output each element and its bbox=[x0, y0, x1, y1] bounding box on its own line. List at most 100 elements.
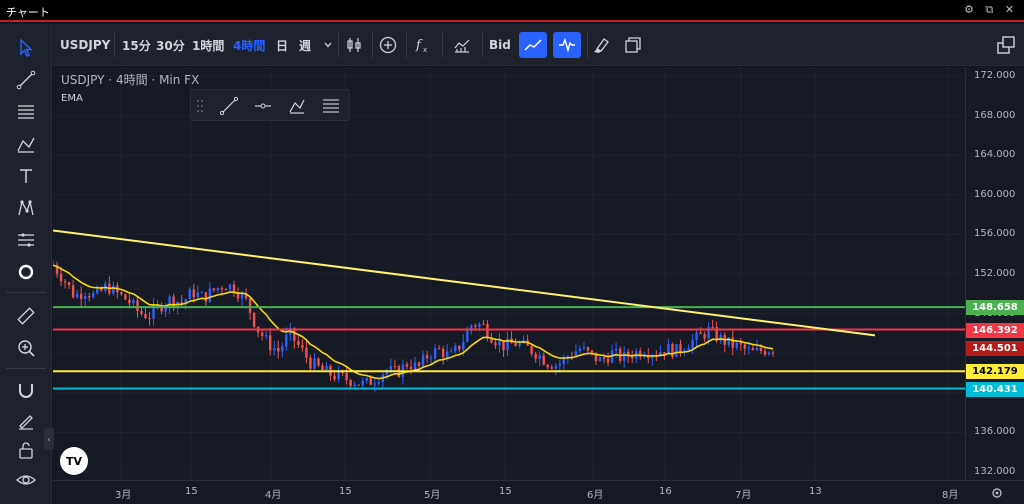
interval-15m-button[interactable]: 15分 bbox=[122, 38, 151, 53]
candle-body bbox=[79, 293, 83, 299]
price-tick-label: 136.000 bbox=[974, 426, 1016, 438]
candle-body bbox=[63, 281, 67, 283]
collapse-toolbar-chevron-icon[interactable]: ‹ bbox=[44, 428, 54, 450]
candle-body bbox=[691, 339, 694, 349]
ruler-icon[interactable] bbox=[10, 302, 42, 330]
time-tick-label: 5月 bbox=[424, 490, 441, 501]
interval-week-button[interactable]: 週 bbox=[299, 38, 312, 53]
candle-body bbox=[232, 284, 236, 294]
price-tick-label: 164.000 bbox=[974, 149, 1016, 161]
candle-body bbox=[373, 383, 376, 385]
candlestick-type-icon[interactable] bbox=[340, 32, 368, 58]
legend-symbol: USDJPY bbox=[61, 73, 105, 87]
interval-30m-button[interactable]: 30分 bbox=[156, 38, 185, 53]
eye-icon[interactable] bbox=[10, 466, 42, 494]
toolbar-divider bbox=[6, 368, 46, 369]
price-axis[interactable]: 172.000 168.000 164.000 160.000 156.000 152.0… bbox=[965, 67, 1024, 480]
candle-body bbox=[67, 282, 71, 286]
candle-body bbox=[502, 340, 505, 351]
candle-body bbox=[144, 313, 147, 319]
tradingview-logo[interactable]: TV bbox=[60, 447, 88, 475]
time-tick-label: 15 bbox=[185, 486, 198, 497]
horizontal-line-icon[interactable] bbox=[251, 94, 275, 118]
candle-body bbox=[486, 323, 489, 338]
axis-settings-gear-icon[interactable] bbox=[990, 485, 1004, 504]
eraser-brush-icon[interactable] bbox=[587, 32, 615, 58]
brush-icon[interactable] bbox=[10, 130, 42, 158]
pattern-icon[interactable] bbox=[10, 194, 42, 222]
shape-circle-icon[interactable] bbox=[10, 258, 42, 286]
candle-body bbox=[514, 343, 517, 347]
fib-retracement-icon[interactable] bbox=[10, 98, 42, 126]
fib-retracement-icon[interactable] bbox=[319, 94, 343, 118]
prediction-icon[interactable] bbox=[10, 226, 42, 254]
lock-icon[interactable] bbox=[10, 436, 42, 464]
candle-body bbox=[671, 343, 674, 357]
bid-price-button[interactable]: Bid bbox=[489, 38, 511, 52]
brush-icon[interactable] bbox=[285, 94, 309, 118]
candle-body bbox=[618, 348, 622, 361]
window-titlebar: チャート ⚙ ⧉ ✕ bbox=[0, 0, 1024, 22]
text-icon[interactable] bbox=[10, 162, 42, 190]
time-tick-label: 3月 bbox=[115, 490, 132, 501]
candle-body bbox=[755, 347, 759, 351]
candle-body bbox=[626, 351, 630, 357]
toolbar-divider bbox=[372, 32, 373, 58]
floating-drawing-toolbar bbox=[190, 89, 350, 121]
candle-body bbox=[554, 365, 557, 369]
candle-body bbox=[409, 366, 413, 370]
trend-line-icon[interactable] bbox=[217, 94, 241, 118]
candle-body bbox=[305, 347, 308, 358]
candle-body bbox=[747, 348, 751, 350]
candle-body bbox=[663, 352, 666, 354]
copy-layout-icon[interactable] bbox=[619, 32, 647, 58]
candle-body bbox=[244, 293, 248, 299]
compare-plus-icon[interactable] bbox=[374, 32, 402, 58]
price-tick-label: 160.000 bbox=[974, 188, 1016, 200]
candle-body bbox=[482, 323, 485, 325]
chart-canvas[interactable]: USDJPY · 4時間 · Min FX EMA bbox=[53, 67, 965, 480]
candle-body bbox=[164, 306, 167, 312]
bid-line-toggle-icon[interactable] bbox=[519, 32, 547, 58]
candle-body bbox=[639, 351, 642, 357]
interval-day-button[interactable]: 日 bbox=[276, 38, 289, 53]
cursor-icon[interactable] bbox=[10, 34, 42, 62]
price-chart-svg[interactable] bbox=[53, 67, 965, 480]
ask-line-toggle-icon[interactable] bbox=[553, 32, 581, 58]
interval-dropdown-chevron-icon[interactable] bbox=[323, 24, 333, 66]
candle-body bbox=[333, 375, 336, 380]
trend-line-icon[interactable] bbox=[10, 66, 42, 94]
symbol-search-button[interactable]: USDJPY bbox=[60, 38, 111, 52]
magnet-icon[interactable] bbox=[10, 376, 42, 404]
candle-body bbox=[417, 362, 421, 366]
candle-body bbox=[542, 355, 545, 365]
candle-body bbox=[590, 350, 594, 353]
candle-body bbox=[212, 288, 216, 291]
time-tick-label: 4月 bbox=[265, 490, 282, 501]
zoom-in-icon[interactable] bbox=[10, 334, 42, 362]
candle-body bbox=[771, 352, 775, 354]
candle-body bbox=[75, 293, 79, 298]
toolbar-divider bbox=[442, 32, 443, 58]
candle-body bbox=[598, 357, 602, 362]
window-controls[interactable]: ⚙ ⧉ ✕ bbox=[964, 3, 1018, 16]
candle-body bbox=[309, 357, 312, 369]
candle-body bbox=[83, 296, 87, 299]
interval-1h-button[interactable]: 1時間 bbox=[192, 38, 225, 53]
drag-handle-icon[interactable] bbox=[193, 94, 207, 118]
candle-body bbox=[96, 288, 99, 293]
candle-body bbox=[389, 365, 393, 371]
candle-body bbox=[260, 332, 264, 337]
layout-settings-icon[interactable] bbox=[992, 32, 1020, 58]
interval-4h-button[interactable]: 4時間 bbox=[233, 38, 266, 53]
templates-icon[interactable] bbox=[448, 32, 476, 58]
stay-in-drawing-mode-icon[interactable] bbox=[10, 406, 42, 434]
legend-indicator-ema[interactable]: EMA bbox=[61, 93, 83, 104]
candle-body bbox=[470, 325, 473, 331]
time-axis[interactable]: 3月 15 4月 15 5月 15 6月 16 7月 13 8月 bbox=[53, 480, 1024, 504]
candle-body bbox=[687, 348, 690, 351]
candle-body bbox=[739, 342, 743, 345]
candle-body bbox=[277, 347, 280, 352]
